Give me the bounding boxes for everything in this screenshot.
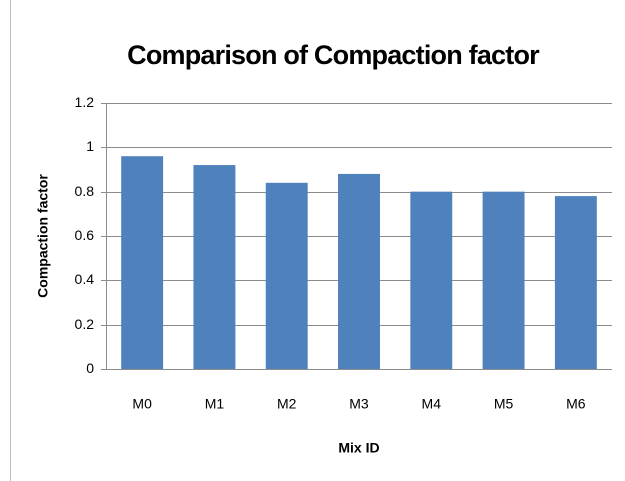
bar [193,165,236,369]
y-axis-label: Compaction factor [35,174,51,298]
y-tick-label: 0.6 [75,227,95,243]
y-tick-label: 0 [86,360,94,376]
bar [410,191,453,369]
x-tick-label: M1 [205,396,225,412]
y-tick-label: 0.2 [75,316,95,332]
y-tick-label: 0.4 [75,271,95,287]
x-tick-label: M4 [422,396,442,412]
x-tick-label: M6 [566,396,586,412]
y-tick-label: 1 [86,138,94,154]
bar [265,182,308,369]
bar [554,196,597,369]
chart-title: Comparison of Compaction factor [127,40,540,70]
bar [482,191,525,369]
x-axis-label: Mix ID [338,440,379,456]
bar [338,173,380,369]
y-tick-label: 0.8 [75,183,95,199]
y-tick-label: 1.2 [75,94,95,110]
x-tick-label: M5 [494,396,514,412]
bar [121,156,164,369]
x-tick-label: M3 [349,396,369,412]
x-tick-label: M2 [277,396,297,412]
x-tick-label: M0 [132,396,152,412]
